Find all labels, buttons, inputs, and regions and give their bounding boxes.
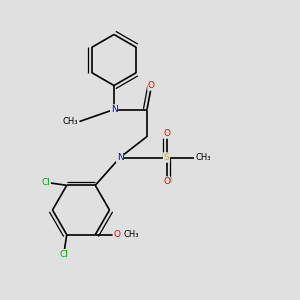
Text: O: O: [163, 129, 170, 138]
Text: O: O: [163, 177, 170, 186]
Text: Cl: Cl: [59, 250, 68, 259]
Text: N: N: [111, 105, 117, 114]
Text: S: S: [164, 153, 169, 162]
Text: O: O: [113, 230, 120, 239]
Text: CH₃: CH₃: [123, 230, 139, 239]
Text: N: N: [117, 153, 123, 162]
Text: Cl: Cl: [41, 178, 50, 187]
Text: CH₃: CH₃: [195, 153, 211, 162]
Text: O: O: [148, 81, 155, 90]
Text: CH₃: CH₃: [62, 117, 78, 126]
